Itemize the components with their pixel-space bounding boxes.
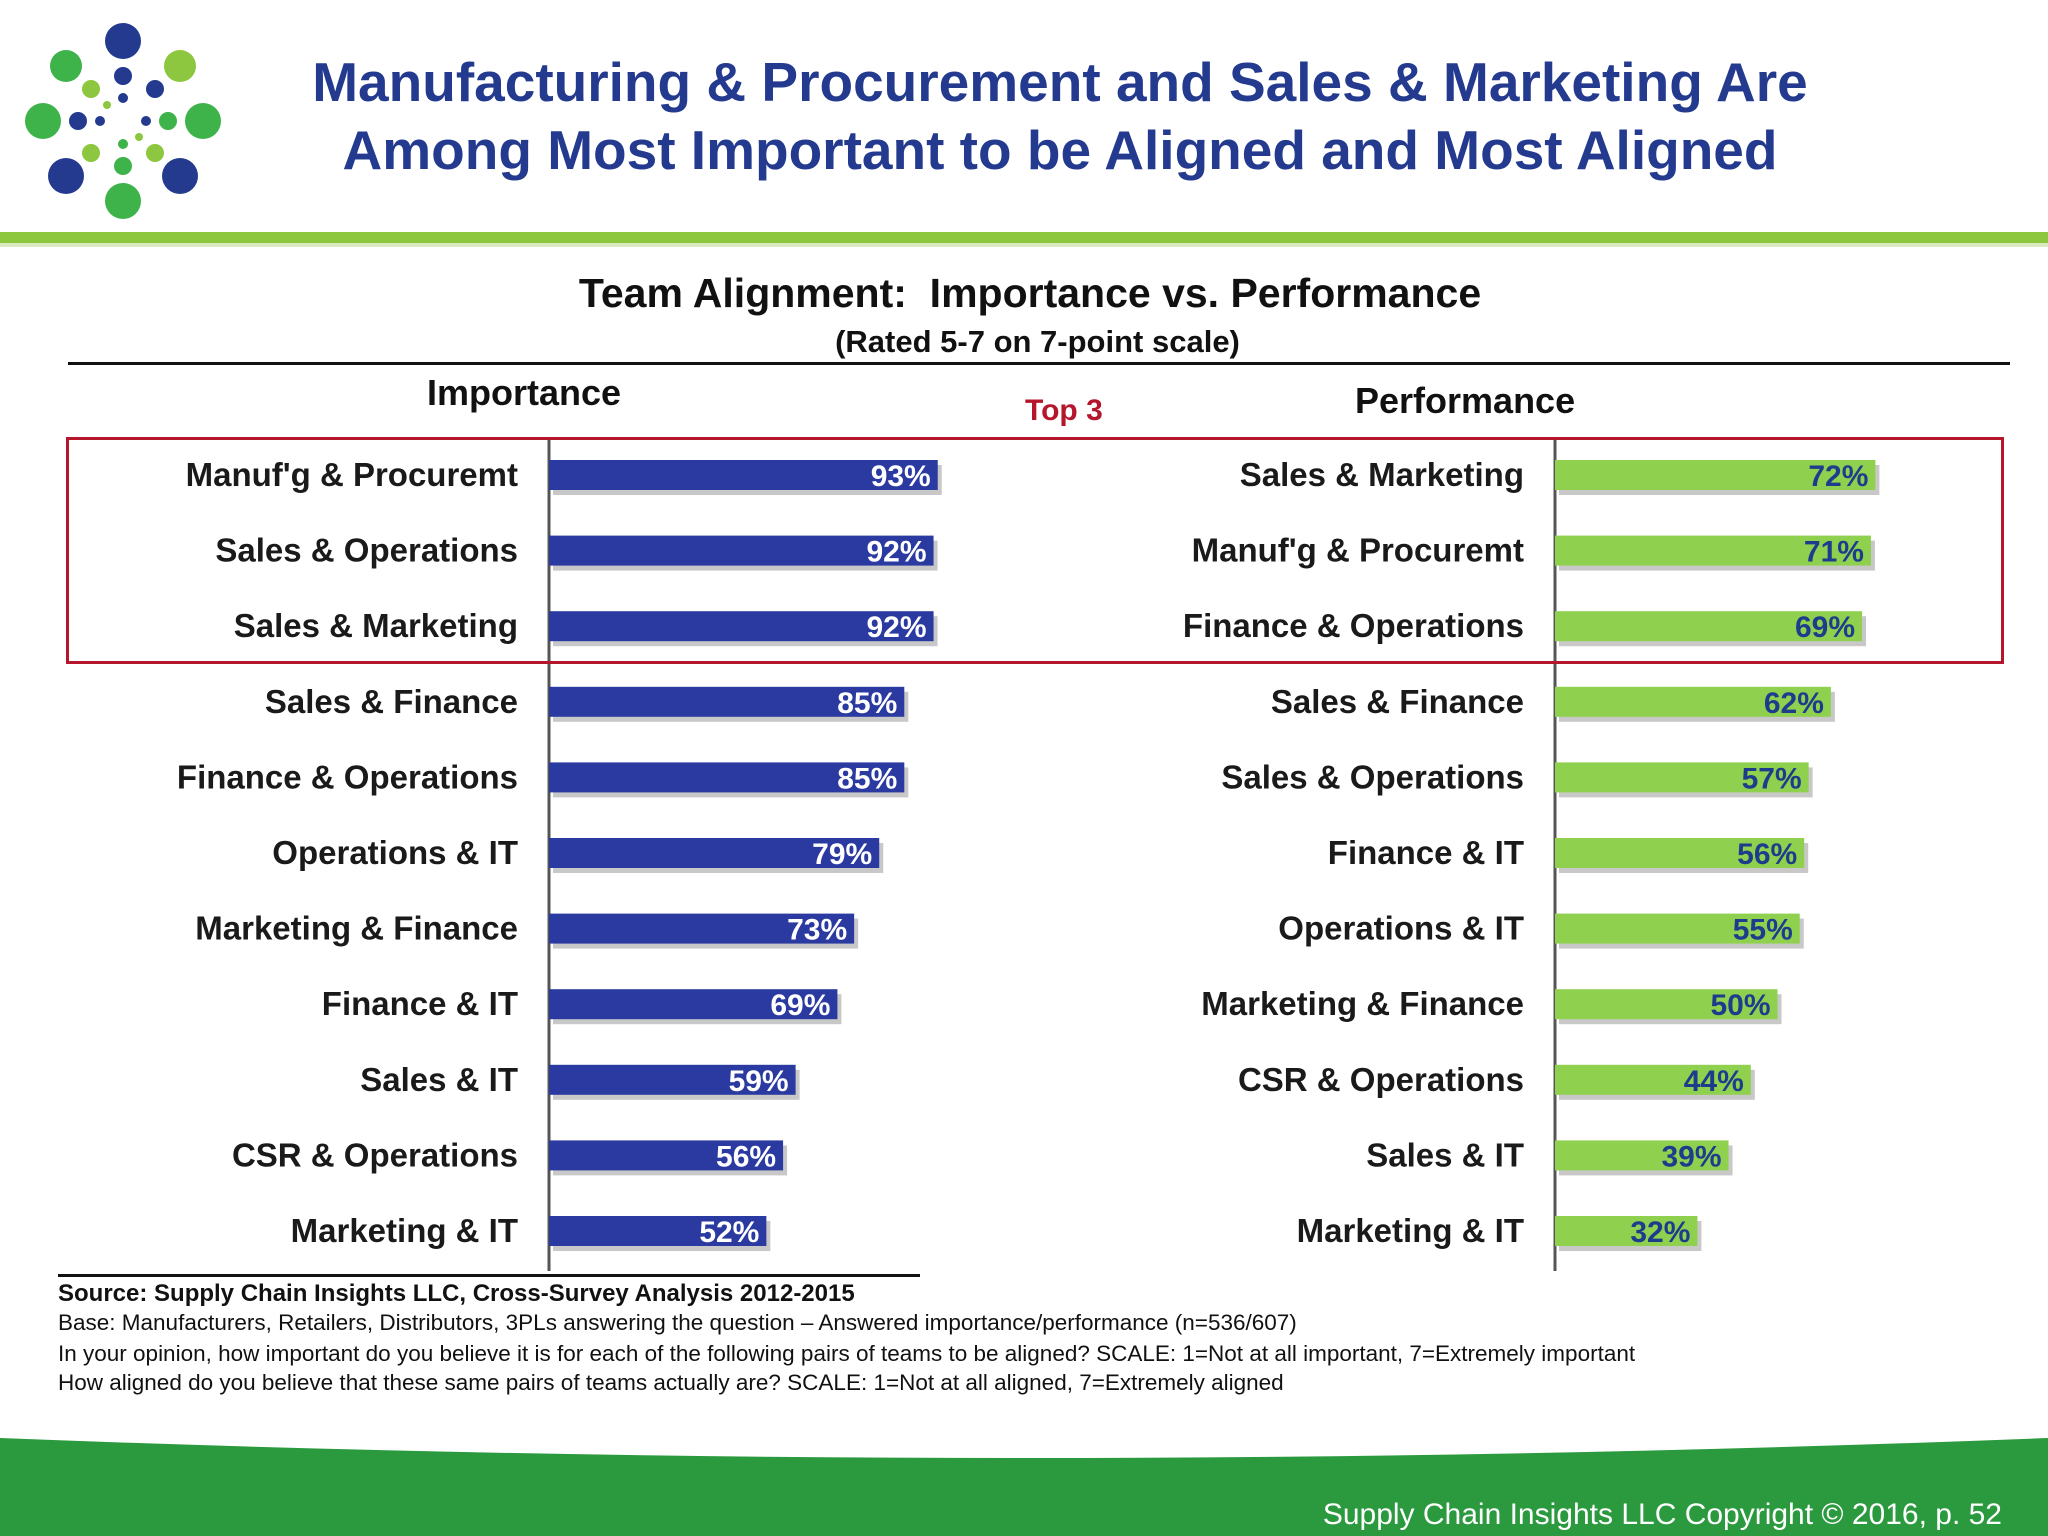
importance-value-label: 85% xyxy=(837,762,897,795)
performance-category-label: Marketing & Finance xyxy=(1201,985,1524,1022)
performance-value-label: 71% xyxy=(1804,536,1864,569)
performance-value-label: 55% xyxy=(1733,914,1793,947)
importance-value-label: 73% xyxy=(787,914,847,947)
importance-heading: Importance xyxy=(427,372,622,413)
performance-value-label: 50% xyxy=(1710,989,1770,1022)
importance-category-label: Finance & IT xyxy=(322,985,518,1022)
top3-highlight-box xyxy=(66,437,2004,664)
performance-bar xyxy=(1555,686,1831,717)
performance-bar xyxy=(1555,460,1876,490)
performance-value-label: 56% xyxy=(1737,838,1797,871)
performance-category-label: Finance & Operations xyxy=(1183,607,1524,644)
importance-value-label: 93% xyxy=(871,460,931,493)
performance-category-label: Operations & IT xyxy=(1278,910,1524,947)
importance-question-line: In your opinion, how important do you be… xyxy=(58,1341,1636,1366)
importance-value-label: 56% xyxy=(716,1140,776,1173)
base-line: Base: Manufacturers, Retailers, Distribu… xyxy=(58,1310,1297,1335)
importance-category-label: Manuf'g & Procuremt xyxy=(186,456,518,493)
importance-value-label: 85% xyxy=(837,687,897,720)
performance-value-label: 57% xyxy=(1742,762,1802,795)
importance-bar xyxy=(549,460,938,490)
performance-bar xyxy=(1555,535,1871,566)
importance-category-label: Sales & Marketing xyxy=(234,607,518,644)
importance-bar xyxy=(549,913,855,944)
importance-category-label: Sales & Operations xyxy=(215,532,518,569)
performance-bar xyxy=(1555,989,1778,1020)
importance-category-label: Sales & Finance xyxy=(265,683,518,720)
performance-category-label: Sales & Operations xyxy=(1221,758,1524,795)
performance-category-label: Sales & Marketing xyxy=(1240,456,1524,493)
slide-title: Manufacturing & Procurement and Sales & … xyxy=(240,48,1880,184)
performance-heading: Performance xyxy=(1355,380,1576,421)
importance-bar xyxy=(549,838,880,868)
importance-bar xyxy=(549,1140,784,1171)
importance-bar xyxy=(549,1216,767,1246)
importance-value-label: 79% xyxy=(812,838,872,871)
alignment-question-line: How aligned do you believe that these sa… xyxy=(58,1370,1284,1395)
performance-bar xyxy=(1555,913,1800,944)
importance-category-label: Marketing & IT xyxy=(291,1212,518,1249)
copyright-text: Supply Chain Insights LLC Copyright © 20… xyxy=(1322,1498,2002,1531)
importance-value-label: 92% xyxy=(867,536,927,569)
performance-value-label: 62% xyxy=(1764,687,1824,720)
importance-category-label: CSR & Operations xyxy=(232,1136,518,1173)
performance-bar xyxy=(1555,1216,1698,1246)
performance-bar xyxy=(1555,1140,1729,1171)
performance-value-label: 69% xyxy=(1795,611,1855,644)
top3-label: Top 3 xyxy=(1025,394,1103,427)
importance-category-label: Operations & IT xyxy=(272,834,518,871)
performance-category-label: CSR & Operations xyxy=(1238,1061,1524,1098)
performance-value-label: 72% xyxy=(1808,460,1868,493)
performance-value-label: 39% xyxy=(1662,1140,1722,1173)
performance-category-label: Manuf'g & Procuremt xyxy=(1192,532,1524,569)
chart-subtitle: (Rated 5-7 on 7-point scale) xyxy=(835,324,1240,359)
importance-bar xyxy=(549,762,905,793)
performance-category-label: Marketing & IT xyxy=(1297,1212,1524,1249)
importance-bar xyxy=(549,535,934,566)
header-divider xyxy=(0,232,2048,243)
performance-bar xyxy=(1555,611,1863,642)
performance-category-label: Sales & Finance xyxy=(1271,683,1524,720)
footer-band xyxy=(0,1438,2048,1536)
performance-value-label: 32% xyxy=(1630,1216,1690,1249)
importance-bar xyxy=(549,611,934,642)
source-rule xyxy=(58,1274,920,1277)
importance-value-label: 59% xyxy=(729,1065,789,1098)
chart-top-rule xyxy=(68,362,2010,365)
importance-value-label: 69% xyxy=(770,989,830,1022)
performance-bar xyxy=(1555,1064,1751,1095)
importance-value-label: 92% xyxy=(867,611,927,644)
importance-bar xyxy=(549,989,838,1020)
source-line: Source: Supply Chain Insights LLC, Cross… xyxy=(58,1280,855,1307)
performance-category-label: Sales & IT xyxy=(1366,1136,1524,1173)
slide-title-line-1: Manufacturing & Procurement and Sales & … xyxy=(312,51,1808,113)
chart-title: Team Alignment: Importance vs. Performan… xyxy=(578,270,1482,316)
performance-category-label: Finance & IT xyxy=(1328,834,1524,871)
importance-value-label: 52% xyxy=(699,1216,759,1249)
importance-category-label: Marketing & Finance xyxy=(195,910,518,947)
importance-bar xyxy=(549,1064,796,1095)
importance-bar xyxy=(549,686,905,717)
performance-bar xyxy=(1555,762,1809,793)
header-divider-shadow xyxy=(0,243,2048,247)
importance-category-label: Sales & IT xyxy=(360,1061,518,1098)
importance-category-label: Finance & Operations xyxy=(177,758,518,795)
slide-title-line-2: Among Most Important to be Aligned and M… xyxy=(342,119,1778,181)
dots-cluster-logo-icon xyxy=(25,23,221,219)
performance-bar xyxy=(1555,838,1805,868)
performance-value-label: 44% xyxy=(1684,1065,1744,1098)
